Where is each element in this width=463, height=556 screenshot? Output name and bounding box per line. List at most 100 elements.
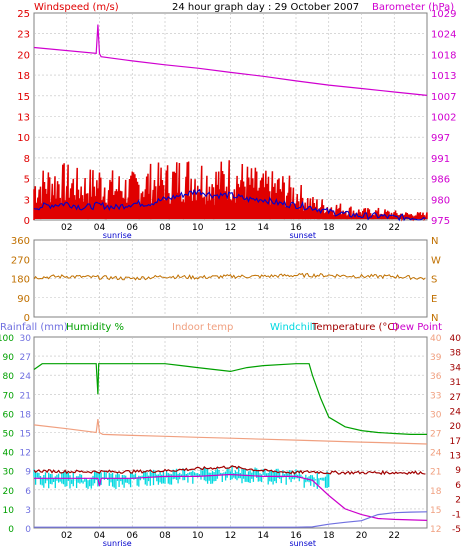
y-tick-label-rain: 15 (20, 430, 31, 440)
chart-title: 24 hour graph day : 29 October 2007 (172, 2, 359, 13)
y-tick-label-indoor: 40 (430, 334, 442, 344)
y-tick-label-humidity: 0 (8, 525, 14, 535)
series-wind-direction (33, 272, 426, 281)
y-tick-label-windspeed: 5 (24, 175, 30, 186)
y-tick-label-compass: N (431, 236, 438, 247)
y-tick-label-humidity: 20 (3, 487, 15, 497)
y-tick-label-temperature: 24 (450, 407, 462, 417)
x-tick-label: 02 (61, 223, 72, 233)
series-humidity (33, 363, 427, 435)
right-axis-title-barometer: Barometer (hPa) (372, 2, 454, 13)
y-tick-label-temperature: 20 (450, 422, 462, 432)
y-tick-label-compass: N (431, 313, 438, 324)
y-tick-label-humidity: 60 (3, 410, 15, 420)
y-tick-label-direction: 0 (24, 313, 30, 324)
y-tick-label-direction: 360 (11, 236, 30, 247)
y-tick-label-barometer: 975 (431, 216, 450, 227)
y-tick-label-indoor: 36 (430, 372, 442, 382)
y-tick-label-indoor: 21 (430, 468, 441, 478)
y-tick-label-direction: 270 (11, 255, 30, 266)
x-tick-label: 18 (323, 223, 335, 233)
y-tick-label-barometer: 991 (431, 154, 450, 165)
y-tick-label-rain: 12 (20, 449, 31, 459)
legend-label: Temperature (°C) (311, 322, 398, 333)
sunrise-label: sunrise (103, 539, 132, 548)
y-tick-label-humidity: 100 (0, 334, 14, 344)
y-tick-label-temperature: 6 (455, 481, 461, 491)
y-tick-label-indoor: 24 (430, 449, 442, 459)
x-tick-label: 02 (61, 531, 72, 541)
left-axis-title-windspeed: Windspeed (m/s) (34, 2, 119, 13)
series-temperature (33, 465, 426, 476)
y-tick-label-temperature: 9 (455, 466, 461, 476)
y-tick-label-humidity: 90 (3, 353, 15, 363)
y-tick-label-compass: E (431, 294, 437, 305)
y-tick-label-humidity: 30 (3, 468, 15, 478)
x-tick-label: 10 (192, 531, 204, 541)
y-tick-label-temperature: -1 (452, 510, 461, 520)
x-tick-label: 12 (225, 531, 236, 541)
x-tick-label: 04 (94, 223, 106, 233)
x-tick-label: 20 (356, 223, 368, 233)
y-tick-label-temperature: 40 (450, 334, 462, 344)
y-tick-label-direction: 180 (11, 275, 30, 286)
x-tick-label: 22 (389, 223, 400, 233)
y-tick-label-temperature: 31 (450, 378, 461, 388)
y-tick-label-windspeed: 15 (17, 92, 30, 103)
x-tick-label: 06 (127, 531, 139, 541)
y-tick-label-temperature: 27 (450, 393, 461, 403)
y-tick-label-rain: 3 (25, 506, 31, 516)
y-tick-label-rain: 9 (25, 468, 31, 478)
y-tick-label-temperature: 13 (450, 452, 461, 462)
y-tick-label-barometer: 980 (431, 195, 450, 206)
y-tick-label-temperature: 17 (450, 437, 461, 447)
legend-label: Humidity % (66, 322, 124, 333)
legend-label: Indoor temp (172, 322, 233, 333)
y-tick-label-temperature: 38 (450, 349, 462, 359)
y-tick-label-indoor: 12 (430, 525, 441, 535)
sunset-label: sunset (289, 539, 316, 548)
y-tick-label-barometer: 1018 (431, 50, 456, 61)
y-tick-label-windspeed: 0 (24, 216, 30, 227)
y-tick-label-indoor: 39 (430, 353, 442, 363)
y-tick-label-rain: 21 (20, 391, 31, 401)
y-tick-label-rain: 27 (20, 353, 31, 363)
sunrise-label: sunrise (103, 231, 132, 240)
y-tick-label-direction: 90 (17, 294, 30, 305)
y-tick-label-compass: W (431, 255, 441, 266)
y-tick-label-humidity: 10 (3, 506, 15, 516)
y-tick-label-indoor: 27 (430, 430, 441, 440)
x-tick-label: 20 (356, 531, 368, 541)
y-tick-label-rain: 24 (20, 372, 32, 382)
y-tick-label-rain: 30 (20, 334, 32, 344)
series-indoor-temp (33, 419, 428, 445)
y-tick-label-temperature: -5 (452, 525, 461, 535)
x-tick-label: 14 (258, 223, 270, 233)
y-tick-label-humidity: 70 (3, 391, 15, 401)
x-tick-label: 18 (323, 531, 335, 541)
y-tick-label-windspeed: 23 (17, 30, 30, 41)
y-tick-label-barometer: 1002 (431, 113, 456, 124)
y-tick-label-compass: S (431, 275, 437, 286)
x-tick-label: 04 (94, 531, 106, 541)
x-tick-label: 08 (159, 223, 171, 233)
series-barometer (33, 24, 428, 96)
x-tick-label: 06 (127, 223, 139, 233)
y-tick-label-windspeed: 3 (24, 195, 30, 206)
series-wind-avg (33, 188, 426, 222)
y-tick-label-indoor: 30 (430, 410, 442, 420)
y-tick-label-windspeed: 10 (17, 133, 30, 144)
y-tick-label-windspeed: 25 (17, 9, 30, 20)
y-tick-label-humidity: 80 (3, 372, 15, 382)
x-tick-label: 22 (389, 531, 400, 541)
series-rainfall (34, 511, 428, 528)
y-tick-label-indoor: 33 (430, 391, 441, 401)
series-dew-point (34, 473, 428, 521)
y-tick-label-indoor: 15 (430, 506, 441, 516)
x-tick-label: 16 (290, 531, 302, 541)
y-tick-label-temperature: 2 (455, 496, 461, 506)
x-tick-label: 08 (159, 531, 171, 541)
y-tick-label-rain: 18 (20, 410, 32, 420)
y-tick-label-rain: 0 (25, 525, 31, 535)
